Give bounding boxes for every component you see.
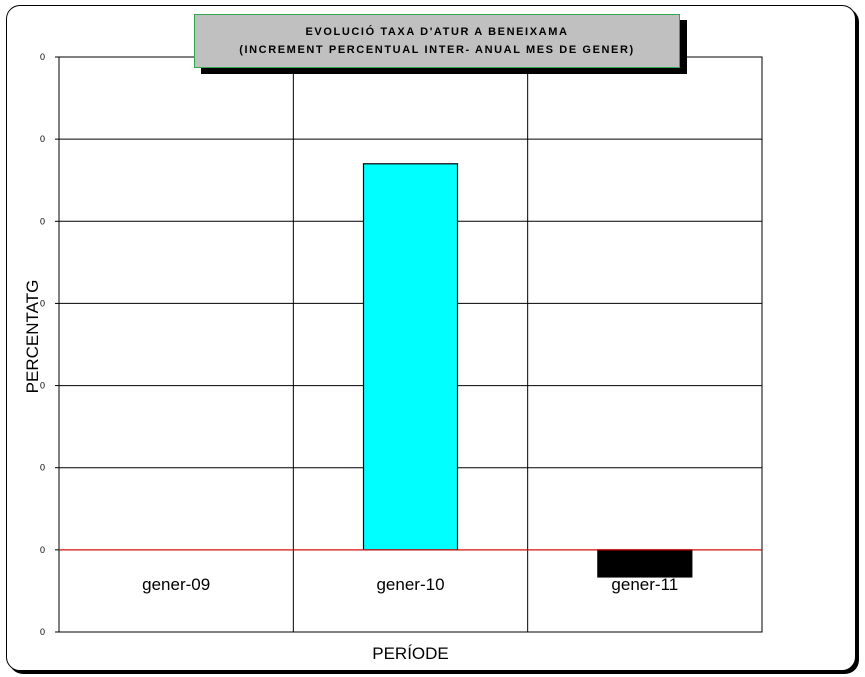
bar-gener-11 — [597, 549, 693, 578]
y-tick-label: 0 — [40, 52, 45, 62]
x-category-label: gener-11 — [611, 575, 678, 594]
y-tick-label: 0 — [40, 463, 45, 473]
chart-title-box: EVOLUCIÓ TAXA D'ATUR A BENEIXAMA (INCREM… — [194, 14, 680, 68]
y-tick-label: 0 — [40, 627, 45, 637]
y-tick-label: 0 — [40, 545, 45, 555]
y-tick-label: 0 — [40, 134, 45, 144]
y-tick-label: 0 — [40, 298, 45, 308]
x-category-label: gener-10 — [376, 575, 444, 594]
bar-gener-10 — [362, 163, 459, 551]
chart-title-line-1: EVOLUCIÓ TAXA D'ATUR A BENEIXAMA — [305, 26, 569, 38]
chart-title-line-2: (INCREMENT PERCENTUAL INTER- ANUAL MES D… — [239, 44, 635, 56]
y-tick-label: 0 — [40, 216, 45, 226]
y-axis-title: PERCENTATG — [23, 280, 42, 394]
x-category-label: gener-09 — [142, 575, 210, 594]
x-axis-title: PERÍODE — [372, 644, 449, 663]
y-tick-label: 0 — [40, 381, 45, 391]
